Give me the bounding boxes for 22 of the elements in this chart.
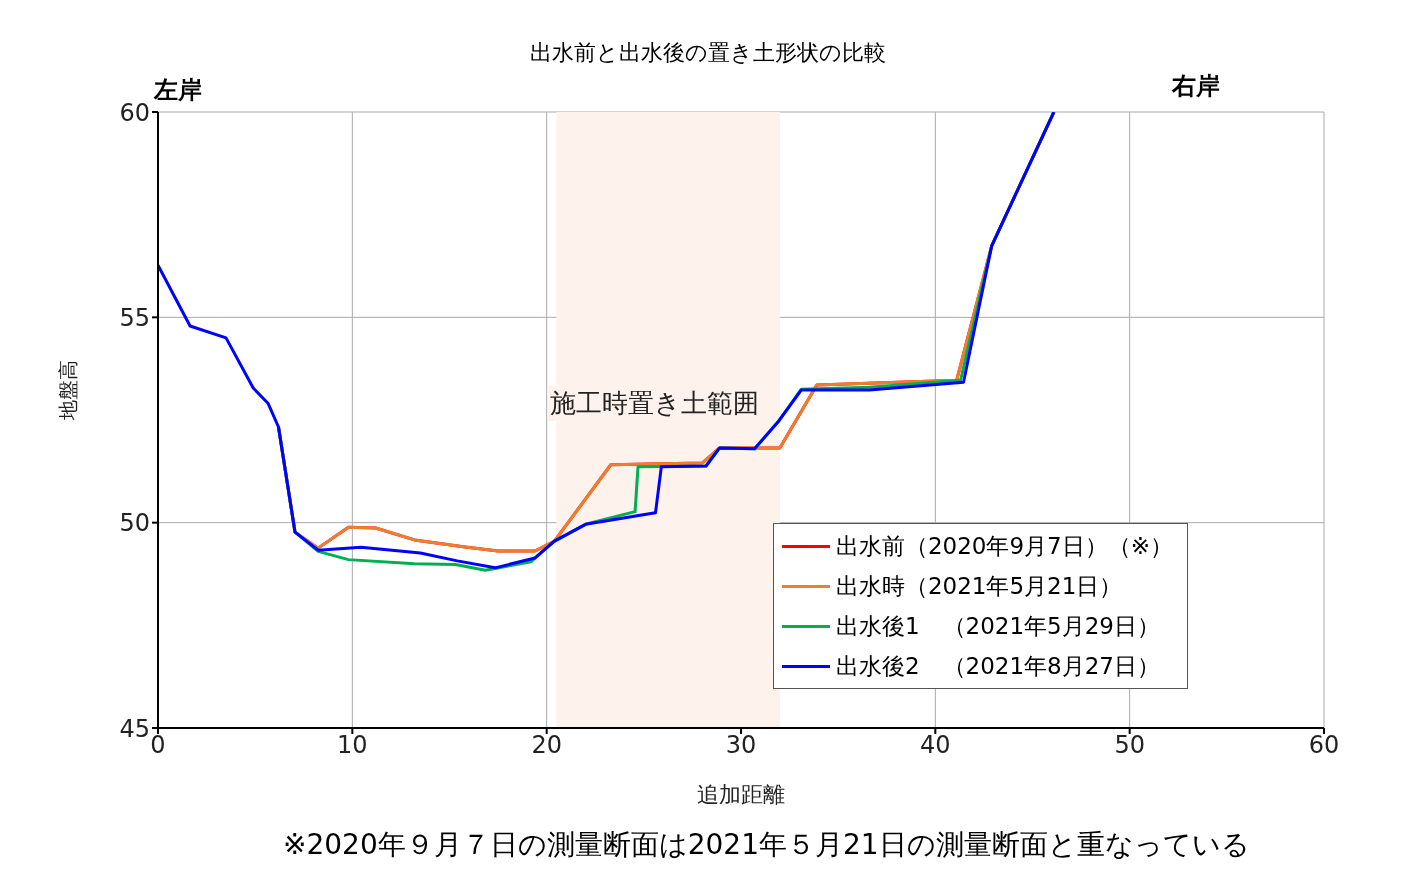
- x-tick-label: 40: [920, 731, 951, 760]
- y-tick-label: 45: [119, 714, 150, 743]
- band-label: 施工時置き土範囲: [548, 385, 762, 421]
- y-axis-title: 地盤高: [56, 360, 81, 421]
- legend-label: 出水後1 （2021年5月29日）: [835, 612, 1160, 641]
- x-tick-label: 50: [1114, 731, 1145, 760]
- y-tick-label: 55: [119, 303, 150, 332]
- legend-label: 出水時（2021年5月21日）: [835, 572, 1123, 601]
- x-tick-label: 10: [337, 731, 368, 760]
- y-tick-label: 50: [119, 509, 150, 538]
- y-tick-label: 60: [119, 98, 150, 127]
- chart-title: 出水前と出水後の置き土形状の比較: [529, 39, 887, 67]
- text: ※2020年９月７日の測量断面は2021年５月21日の測量断面と重なっている: [283, 827, 1250, 863]
- text: 右岸: [1172, 71, 1220, 102]
- x-tick-label: 20: [531, 731, 562, 760]
- x-axis-title: 追加距離: [697, 782, 785, 807]
- x-tick-label: 0: [150, 731, 166, 760]
- legend-label: 出水前（2020年9月7日）（※）: [835, 532, 1173, 561]
- text: 左岸: [154, 75, 202, 106]
- x-tick-label: 60: [1308, 731, 1340, 760]
- x-tick-label: 30: [725, 731, 757, 760]
- legend-label: 出水後2 （2021年8月27日）: [835, 652, 1160, 681]
